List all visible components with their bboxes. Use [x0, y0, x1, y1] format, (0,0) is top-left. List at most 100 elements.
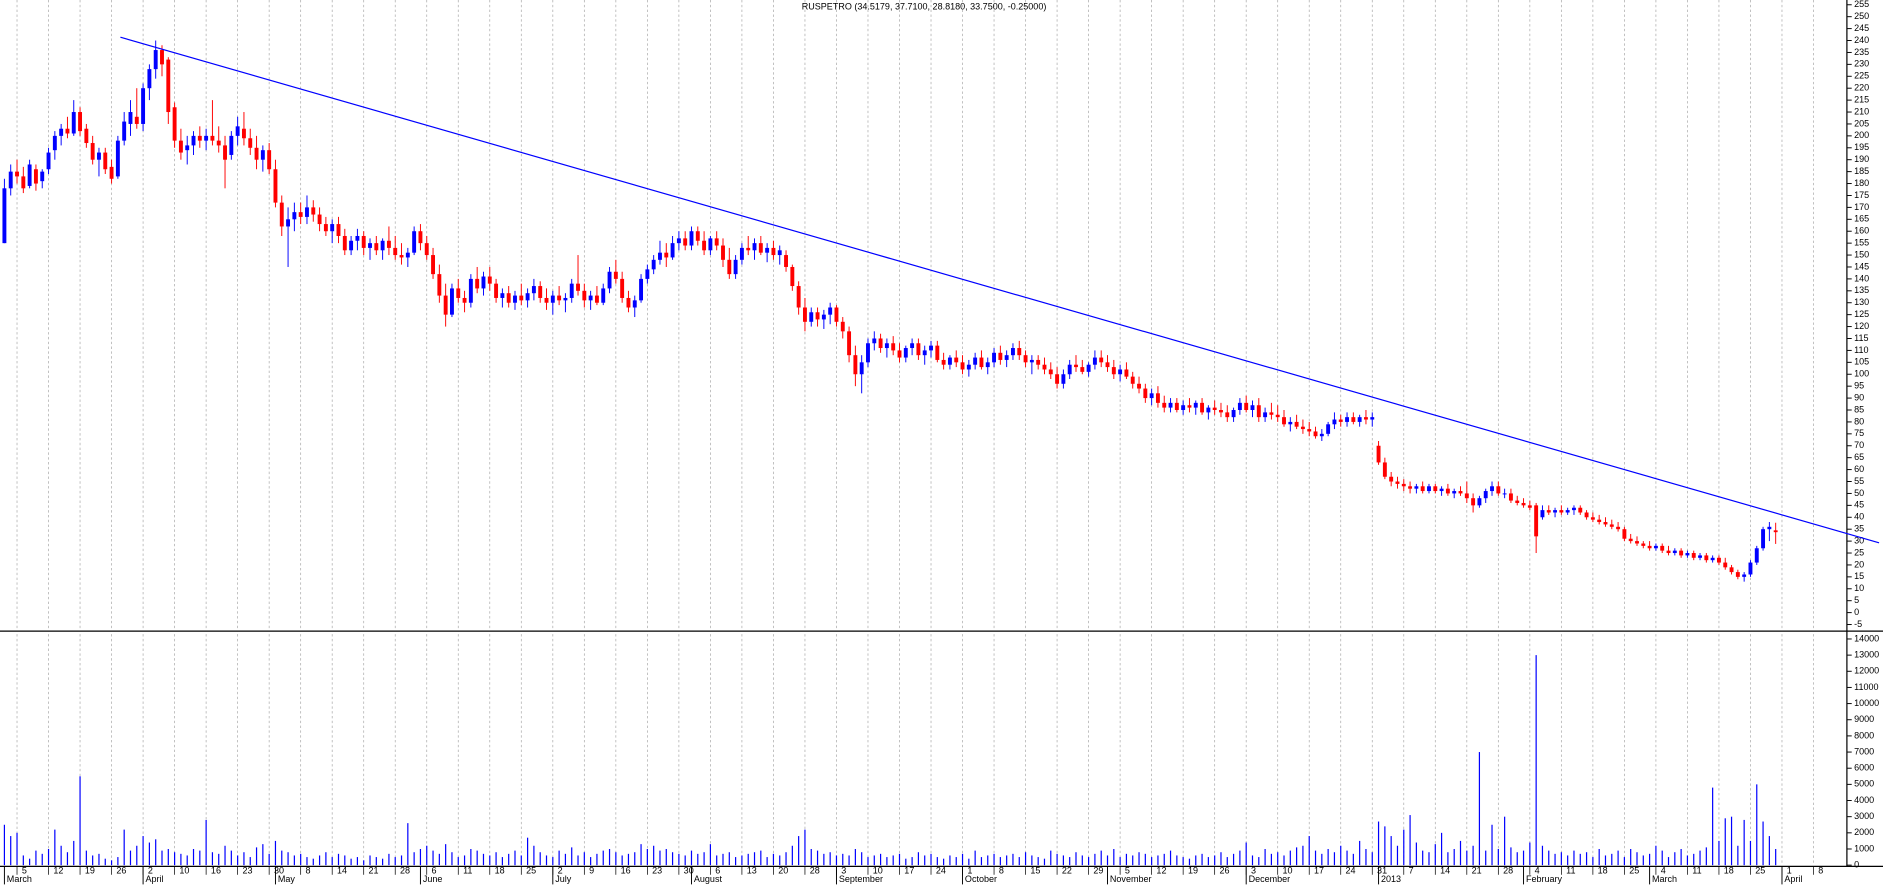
y-tick-label: 240 [1854, 35, 1869, 45]
volume-tick-label: 8000 [1854, 730, 1874, 740]
candle-body [1036, 359, 1041, 365]
candle-body [1074, 364, 1078, 368]
month-label: April [145, 874, 163, 884]
candle-body [342, 235, 347, 251]
candle-body [1496, 486, 1501, 494]
y-tick-label: 0 [1854, 607, 1859, 617]
y-tick-label: 145 [1854, 261, 1869, 271]
candle-body [1338, 419, 1343, 422]
candle-body [1691, 553, 1696, 558]
candle-body [1288, 421, 1293, 425]
candle-body [172, 107, 177, 141]
x-tick-label: 30 [684, 866, 694, 876]
candle-body [1086, 364, 1091, 372]
candle-body [462, 297, 467, 303]
candle-body [1124, 369, 1129, 377]
candle-body [727, 259, 732, 275]
candle-body [922, 350, 927, 356]
candle-body [853, 355, 858, 375]
x-tick-label: 10 [179, 866, 189, 876]
candle-body [1420, 486, 1425, 492]
x-tick-label: 11 [1566, 866, 1575, 876]
x-tick-label: 4 [1535, 866, 1540, 876]
x-tick-label: 29 [1093, 866, 1103, 876]
candle-body [1326, 424, 1331, 434]
candle-body [834, 307, 839, 322]
candle-body [216, 140, 221, 146]
candle-body [349, 240, 354, 251]
candle-body [1660, 545, 1665, 551]
candle-body [1635, 541, 1639, 544]
candle-body [46, 152, 51, 170]
candle-body [594, 295, 599, 303]
candle-body [141, 88, 146, 124]
candle-body [903, 348, 908, 358]
candle-body [279, 202, 284, 227]
candle-body [456, 288, 461, 298]
candle-body [90, 143, 95, 160]
candle-body [1345, 417, 1349, 422]
candle-body [1200, 402, 1205, 413]
candle-body [689, 231, 694, 246]
y-tick-label: 170 [1854, 202, 1869, 212]
candle-body [519, 295, 524, 301]
x-tick-label: 15 [1030, 866, 1040, 876]
y-tick-label: 225 [1854, 71, 1869, 81]
candle-body [1017, 348, 1022, 356]
candle-body [790, 266, 795, 287]
candle-body [1729, 567, 1734, 573]
y-tick-label: 220 [1854, 83, 1869, 93]
candle-body [1628, 538, 1633, 542]
candle-body [1490, 486, 1494, 492]
candle-body [582, 290, 587, 301]
candle-body [859, 362, 864, 375]
y-tick-label: 130 [1854, 297, 1869, 307]
candle-body [481, 276, 486, 289]
x-tick-label: 28 [400, 866, 410, 876]
candle-body [412, 231, 417, 253]
x-tick-label: 26 [1219, 866, 1229, 876]
candle-body [1376, 445, 1381, 463]
candle-body [1162, 402, 1167, 408]
candle-body [1546, 510, 1551, 513]
candle-body [431, 255, 435, 275]
y-tick-label: 255 [1854, 0, 1869, 9]
y-tick-label: 5 [1854, 595, 1859, 605]
candle-body [1685, 553, 1690, 556]
volume-tick-label: 9000 [1854, 714, 1874, 724]
candle-body [1048, 369, 1053, 375]
x-tick-label: 24 [936, 866, 946, 876]
x-tick-label: 26 [116, 866, 126, 876]
candle-body [1193, 402, 1198, 408]
candle-body [966, 364, 971, 370]
x-tick-label: 3 [1251, 866, 1256, 876]
candle-body [891, 343, 896, 351]
y-tick-label: 175 [1854, 190, 1869, 200]
candle-body [1401, 483, 1406, 487]
y-tick-label: 215 [1854, 94, 1869, 104]
candle-body [223, 145, 227, 160]
candle-body [52, 135, 57, 151]
candle-body [298, 212, 303, 217]
candle-body [878, 338, 883, 349]
candle-body [1679, 550, 1684, 556]
candle-body [1572, 507, 1576, 511]
candle-body [487, 276, 492, 284]
y-tick-label: 110 [1854, 345, 1868, 355]
candle-body [204, 135, 209, 141]
candle-body [513, 295, 517, 303]
month-label: November [1110, 874, 1152, 884]
candle-body [714, 238, 719, 246]
candle-body [1363, 417, 1368, 420]
candle-body [153, 50, 158, 70]
candle-body [229, 135, 234, 155]
candle-body [260, 150, 265, 160]
candle-body [1590, 517, 1595, 520]
candle-body [437, 274, 442, 296]
candle-body [97, 152, 101, 160]
x-tick-label: 25 [1755, 866, 1765, 876]
candle-body [777, 250, 782, 256]
candle-body [929, 345, 933, 351]
